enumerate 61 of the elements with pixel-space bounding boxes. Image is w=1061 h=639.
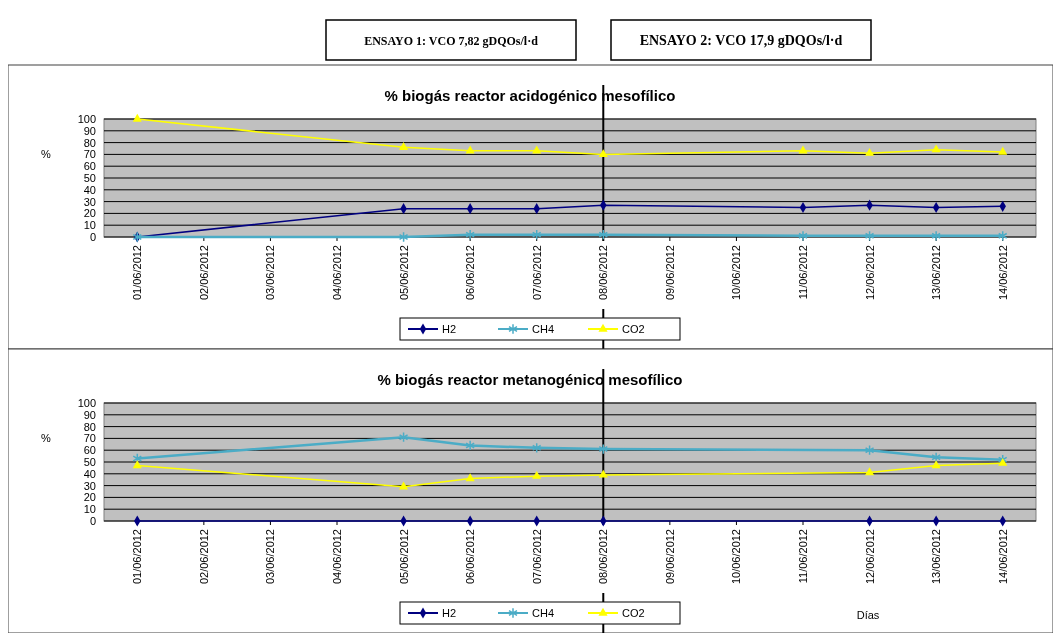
x-tick-label: 02/06/2012	[197, 529, 210, 585]
x-axis-title: Días	[856, 609, 880, 621]
y-axis-title: %	[41, 432, 52, 444]
y-tick-label: 60	[83, 160, 96, 173]
x-tick-label: 08/06/2012	[597, 529, 610, 585]
x-tick-label: 10/06/2012	[730, 529, 743, 585]
y-tick-label: 50	[83, 456, 96, 468]
x-tick-label: 07/06/2012	[530, 529, 543, 585]
y-tick-label: 10	[83, 503, 96, 516]
x-tick-label: 14/06/2012	[996, 529, 1009, 585]
y-tick-label: 20	[83, 207, 96, 220]
y-tick-label: 30	[83, 195, 96, 208]
y-tick-label: 70	[83, 432, 96, 445]
x-tick-label: 01/06/2012	[131, 245, 144, 301]
y-tick-label: 100	[77, 397, 96, 409]
y-tick-label: 90	[83, 408, 96, 421]
y-tick-label: 80	[83, 136, 96, 149]
y-axis-title: %	[41, 148, 52, 160]
y-tick-label: 0	[89, 515, 96, 527]
y-tick-label: 40	[83, 183, 96, 196]
y-tick-label: 60	[83, 444, 96, 457]
legend-label: CH4	[532, 323, 555, 335]
x-tick-label: 04/06/2012	[331, 245, 343, 301]
x-tick-label: 04/06/2012	[331, 529, 343, 585]
x-tick-label: 01/06/2012	[131, 529, 144, 585]
x-tick-label: 09/06/2012	[663, 529, 676, 585]
legend-label: CO2	[622, 323, 645, 335]
text: ENSAYO 2: VCO 17,9 gDQOs/l·d	[639, 33, 843, 48]
x-tick-label: 02/06/2012	[197, 245, 210, 301]
x-tick-label: 14/06/2012	[996, 245, 1009, 301]
x-tick-label: 12/06/2012	[863, 529, 876, 585]
y-tick-label: 30	[83, 479, 96, 492]
y-tick-label: 80	[83, 420, 96, 433]
x-tick-label: 13/06/2012	[930, 245, 943, 301]
x-tick-label: 12/06/2012	[863, 245, 876, 301]
x-tick-label: 13/06/2012	[930, 529, 943, 585]
legend-label: H2	[442, 607, 457, 619]
y-tick-label: 40	[83, 467, 96, 480]
x-tick-label: 09/06/2012	[663, 245, 676, 301]
x-tick-label: 05/06/2012	[397, 245, 410, 301]
y-tick-label: 10	[83, 219, 96, 232]
x-tick-label: 08/06/2012	[597, 245, 610, 301]
x-tick-label: 06/06/2012	[464, 529, 477, 585]
x-tick-label: 11/06/2012	[797, 529, 809, 584]
x-tick-label: 11/06/2012	[797, 245, 809, 300]
y-tick-label: 90	[83, 124, 96, 137]
x-tick-label: 03/06/2012	[264, 529, 277, 585]
legend-label: CO2	[622, 607, 645, 619]
y-tick-label: 20	[83, 491, 96, 504]
x-tick-label: 10/06/2012	[730, 245, 743, 301]
y-tick-label: 50	[83, 172, 96, 184]
legend-label: H2	[442, 323, 457, 335]
y-tick-label: 0	[89, 231, 96, 243]
x-tick-label: 06/06/2012	[464, 245, 477, 301]
text: ENSAYO 1: VCO 7,82 gDQOs/l·d	[364, 34, 539, 48]
legend-label: CH4	[532, 607, 555, 619]
y-tick-label: 70	[83, 148, 96, 161]
x-tick-label: 03/06/2012	[264, 245, 277, 301]
x-tick-label: 05/06/2012	[397, 529, 410, 585]
x-tick-label: 07/06/2012	[530, 245, 543, 301]
y-tick-label: 100	[77, 113, 96, 125]
